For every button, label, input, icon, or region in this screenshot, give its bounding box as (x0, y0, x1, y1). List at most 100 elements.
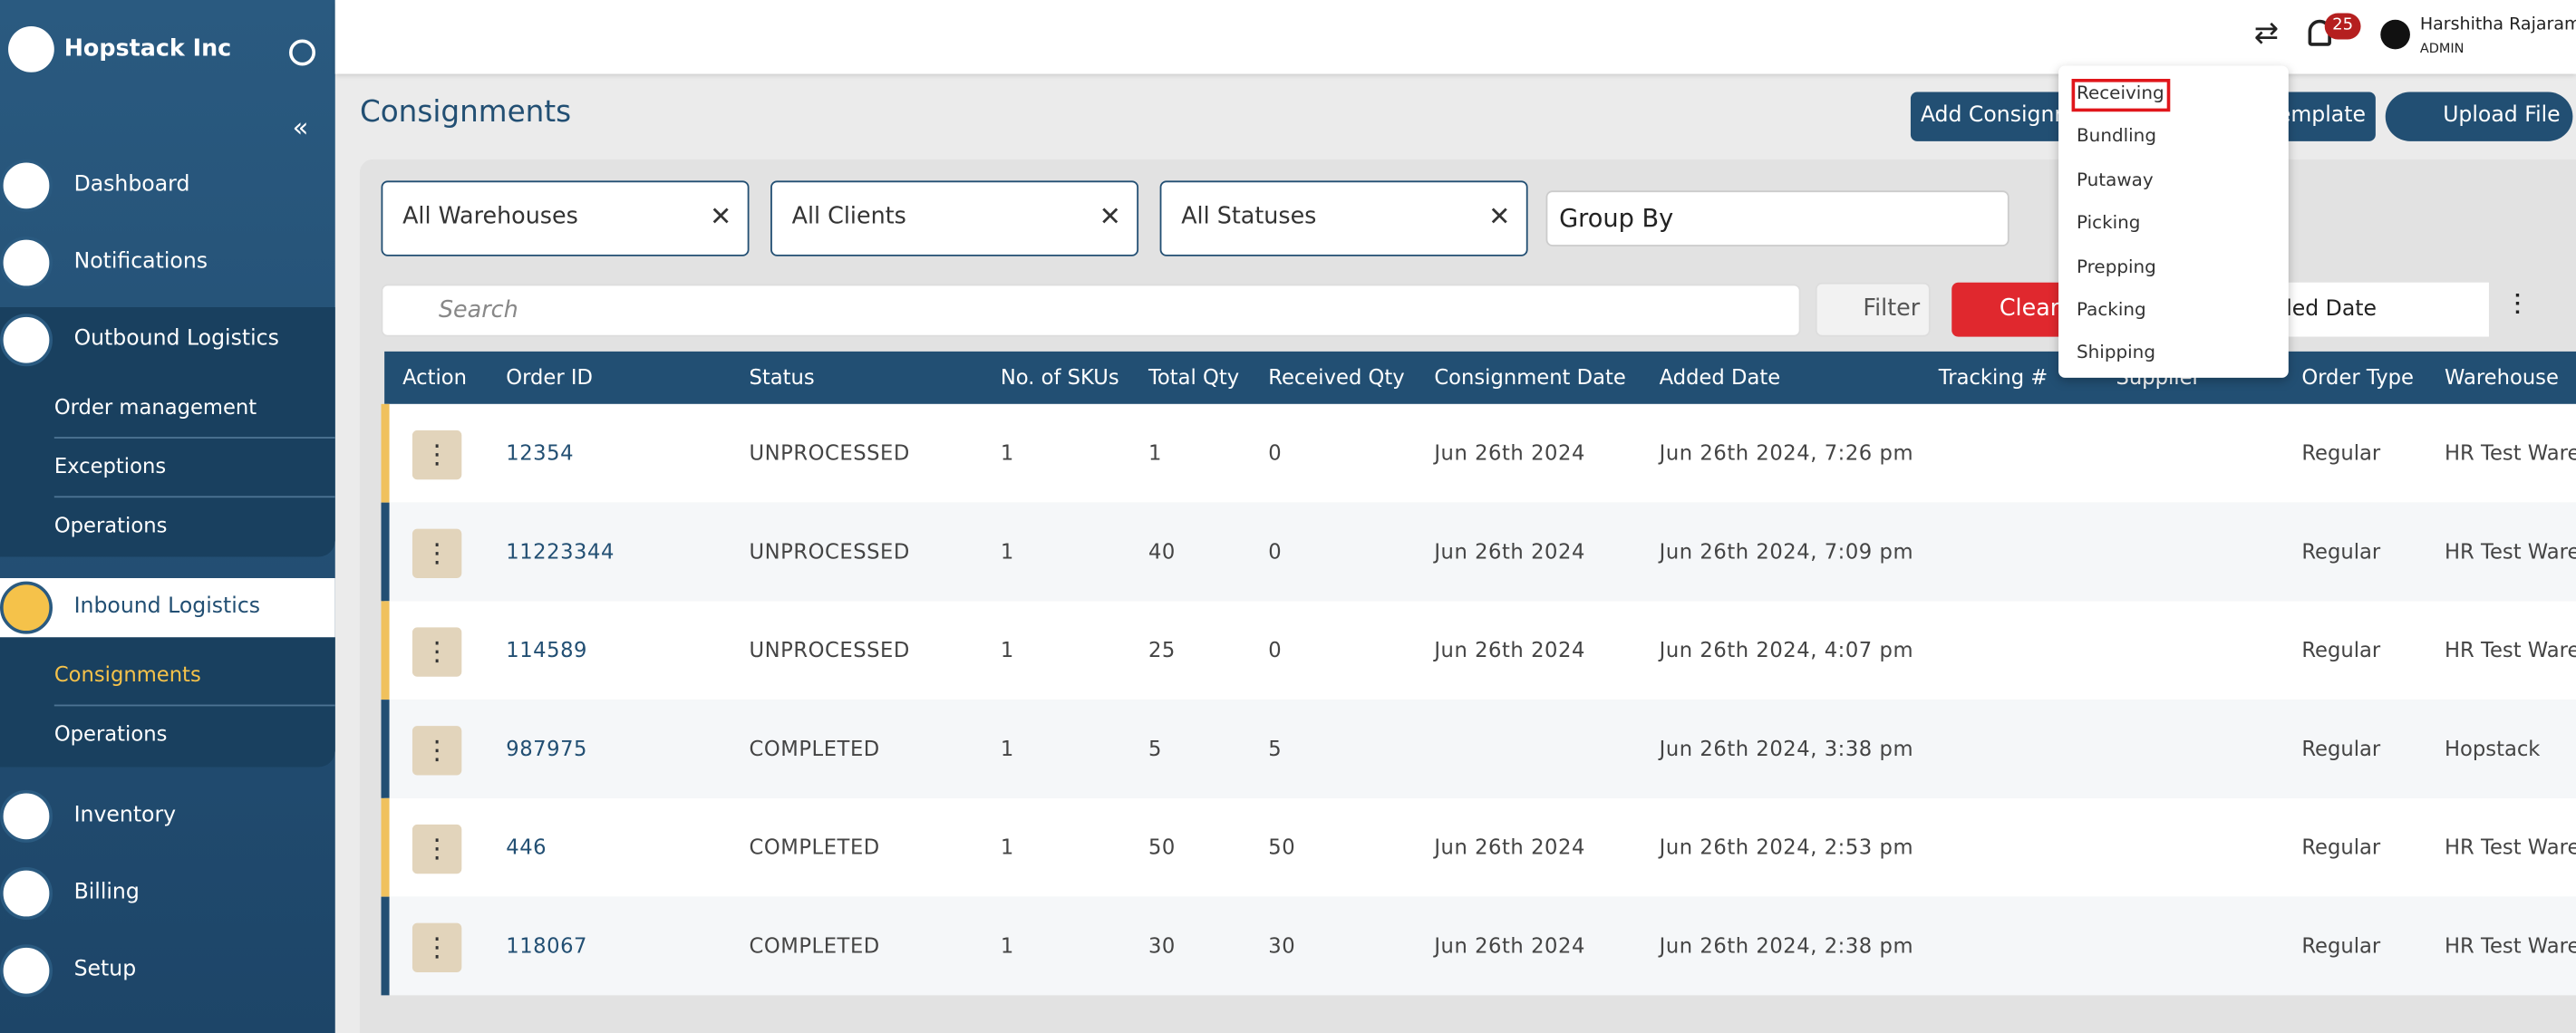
user-role: ADMIN (2419, 41, 2465, 56)
cell: 0 (1268, 439, 1283, 465)
row-stripe (381, 502, 390, 602)
order-id-link[interactable]: 12354 (506, 439, 575, 465)
action-button[interactable]: ⋮ (412, 430, 462, 480)
cell: 30 (1268, 932, 1296, 958)
collapse-icon[interactable]: « (292, 111, 309, 143)
clear-icon[interactable]: ✕ (1099, 200, 1121, 232)
row-stripe (381, 797, 390, 897)
sub-nav-item[interactable]: Operations (53, 720, 168, 746)
cell: Regular (2301, 834, 2381, 859)
settings-icon[interactable] (289, 39, 315, 66)
filter-button[interactable]: Filter (1815, 282, 1931, 337)
clear-icon[interactable]: ✕ (710, 200, 732, 232)
settings-sliders[interactable]: ⫶ (2513, 289, 2522, 324)
button[interactable]: Upload File (2385, 92, 2573, 141)
cell: 5 (1268, 736, 1283, 761)
cell: Jun 26th 2024 (1434, 637, 1585, 662)
nav-icon (0, 581, 53, 634)
action-button[interactable]: ⋮ (412, 627, 462, 677)
highlight-box (2071, 79, 2171, 112)
cell: 1 (1000, 736, 1014, 761)
menu-item[interactable]: Bundling (2077, 125, 2156, 148)
order-id-link[interactable]: 118067 (506, 932, 588, 958)
row-stripe (381, 896, 390, 996)
action-button[interactable]: ⋮ (412, 528, 462, 578)
cell: 50 (1148, 834, 1176, 859)
filter-select[interactable]: All Warehouses (381, 180, 750, 256)
nav-item[interactable]: Inbound Logistics (73, 594, 261, 620)
sub-nav-item[interactable]: Exceptions (53, 453, 167, 478)
column-header: Added Date (1659, 364, 1781, 390)
brand: Hopstack Inc (63, 35, 232, 63)
column-header: Tracking # (1938, 364, 2048, 390)
table-row (384, 797, 2576, 897)
cell: Regular (2301, 538, 2381, 564)
cell: COMPLETED (749, 736, 880, 761)
user-name: Harshitha Rajaram (2419, 14, 2576, 35)
menu-item[interactable]: Picking (2077, 212, 2141, 234)
cell: 1 (1000, 932, 1014, 958)
menu-item[interactable]: Prepping (2077, 256, 2156, 277)
clear-button[interactable]: Clear (1951, 282, 2068, 337)
action-button[interactable]: ⋮ (412, 726, 462, 776)
nav-item[interactable]: Notifications (73, 249, 208, 275)
swap-icon[interactable]: ⇄ (2253, 16, 2280, 52)
table-row (384, 896, 2576, 996)
dropdown-menu (2058, 65, 2289, 378)
order-id-link[interactable]: 114589 (506, 637, 588, 662)
cell: Jun 26th 2024, 7:09 pm (1659, 538, 1914, 564)
order-id-link[interactable]: 11223344 (506, 538, 615, 564)
order-id-link[interactable]: 446 (506, 834, 547, 859)
action-button[interactable]: ⋮ (412, 824, 462, 874)
cell: Hopstack (2445, 736, 2541, 761)
menu-item[interactable]: Receiving (2077, 82, 2164, 104)
cell: 25 (1148, 637, 1176, 662)
nav-icon (0, 314, 53, 367)
cell: HR Test Warehouse (2445, 439, 2576, 465)
sub-nav-item[interactable]: Order management (53, 394, 257, 420)
cell: HR Test Warehouse (2445, 932, 2576, 958)
table-row (384, 502, 2576, 602)
menu-item[interactable]: Putaway (2077, 169, 2154, 190)
sub-nav-item[interactable]: Consignments (53, 661, 201, 687)
cell: UNPROCESSED (749, 637, 910, 662)
filter-select[interactable]: All Clients (770, 180, 1139, 256)
order-id-link[interactable]: 987975 (506, 736, 588, 761)
sub-nav-item[interactable]: Operations (53, 512, 168, 537)
menu-item[interactable]: Packing (2077, 298, 2146, 321)
cell: Regular (2301, 736, 2381, 761)
cell: Jun 26th 2024 (1434, 932, 1585, 958)
notification-badge: 25 (2324, 13, 2361, 40)
cell: COMPLETED (749, 834, 880, 859)
cell: 0 (1268, 538, 1283, 564)
cell: 1 (1000, 538, 1014, 564)
column-header: Order Type (2301, 364, 2414, 390)
cell: Jun 26th 2024, 7:26 pm (1659, 439, 1914, 465)
sort-select[interactable]: Added Date (2251, 282, 2489, 337)
menu-item[interactable]: Shipping (2077, 342, 2155, 364)
cell: Jun 26th 2024, 4:07 pm (1659, 637, 1914, 662)
cell: 1 (1148, 439, 1162, 465)
action-button[interactable]: ⋮ (412, 922, 462, 972)
divider (53, 496, 335, 498)
clear-icon[interactable]: ✕ (1488, 200, 1511, 232)
nav-item[interactable]: Inventory (73, 803, 177, 828)
nav-item[interactable]: Billing (73, 880, 140, 905)
column-header: Received Qty (1268, 364, 1405, 390)
nav-icon (0, 159, 53, 212)
nav-item[interactable]: Outbound Logistics (73, 326, 279, 352)
cell: Jun 26th 2024 (1434, 439, 1585, 465)
divider (53, 704, 335, 707)
cell: HR Test Warehouse (2445, 834, 2576, 859)
nav-item[interactable]: Setup (73, 957, 137, 982)
column-header: Order ID (506, 364, 593, 390)
search[interactable]: Search (381, 284, 1801, 337)
cell: Regular (2301, 439, 2381, 465)
avatar (2380, 19, 2410, 50)
cell: Jun 26th 2024, 2:53 pm (1659, 834, 1914, 859)
cell: Regular (2301, 932, 2381, 958)
group-by[interactable]: Group By (1545, 190, 2009, 246)
filter-select[interactable]: All Statuses (1159, 180, 1528, 256)
page-title: Consignments (359, 95, 572, 130)
nav-item[interactable]: Dashboard (73, 172, 190, 198)
